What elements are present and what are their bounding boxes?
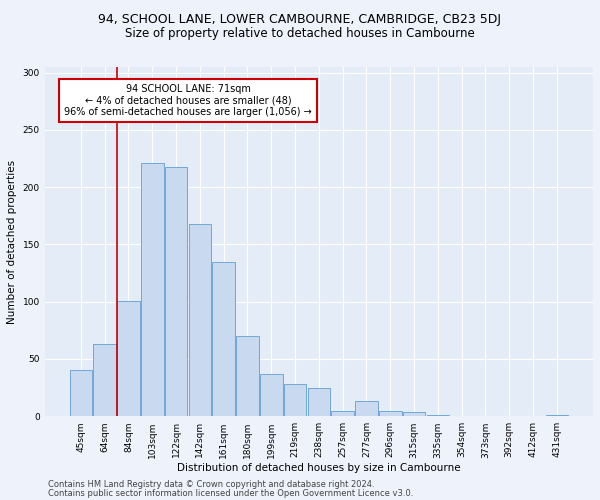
Text: 94 SCHOOL LANE: 71sqm
← 4% of detached houses are smaller (48)
96% of semi-detac: 94 SCHOOL LANE: 71sqm ← 4% of detached h… — [64, 84, 312, 117]
Bar — [355, 402, 378, 416]
Bar — [94, 344, 116, 416]
Text: Size of property relative to detached houses in Cambourne: Size of property relative to detached ho… — [125, 28, 475, 40]
Bar — [141, 163, 164, 416]
Bar — [260, 374, 283, 416]
Bar — [545, 415, 568, 416]
Bar — [70, 370, 92, 416]
Bar — [379, 410, 401, 416]
Bar — [308, 388, 330, 416]
X-axis label: Distribution of detached houses by size in Cambourne: Distribution of detached houses by size … — [177, 463, 461, 473]
Text: Contains public sector information licensed under the Open Government Licence v3: Contains public sector information licen… — [48, 488, 413, 498]
Text: 94, SCHOOL LANE, LOWER CAMBOURNE, CAMBRIDGE, CB23 5DJ: 94, SCHOOL LANE, LOWER CAMBOURNE, CAMBRI… — [98, 12, 502, 26]
Bar — [331, 410, 354, 416]
Bar — [212, 262, 235, 416]
Bar — [427, 415, 449, 416]
Bar — [236, 336, 259, 416]
Bar — [188, 224, 211, 416]
Text: Contains HM Land Registry data © Crown copyright and database right 2024.: Contains HM Land Registry data © Crown c… — [48, 480, 374, 489]
Y-axis label: Number of detached properties: Number of detached properties — [7, 160, 17, 324]
Bar — [165, 166, 187, 416]
Bar — [403, 412, 425, 416]
Bar — [117, 300, 140, 416]
Bar — [284, 384, 307, 416]
